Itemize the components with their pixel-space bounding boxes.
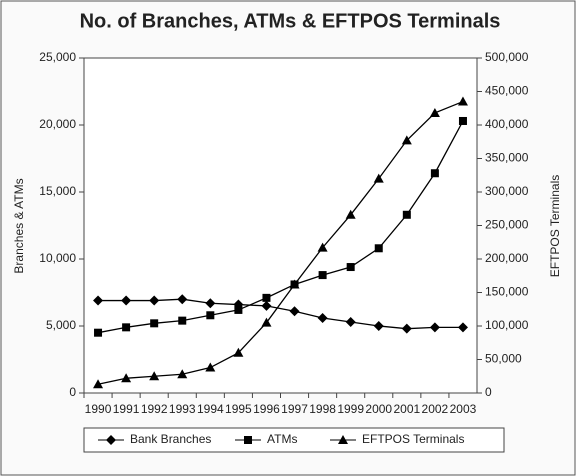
chart-title: No. of Branches, ATMs & EFTPOS Terminals	[80, 10, 501, 32]
series-marker	[373, 173, 384, 183]
series-marker	[289, 279, 300, 289]
series-marker	[457, 96, 468, 106]
y-tick-label: 25,000	[39, 50, 76, 64]
series-marker	[317, 242, 328, 252]
y2-tick-label: 50,000	[485, 352, 522, 366]
series-marker	[458, 116, 467, 125]
x-tick-label: 2003	[450, 402, 477, 416]
legend-marker	[338, 435, 348, 444]
series-marker	[121, 373, 132, 383]
x-tick-label: 1991	[113, 402, 140, 416]
legend-label: Bank Branches	[130, 432, 211, 446]
series-marker	[289, 306, 300, 317]
y2-tick-label: 500,000	[485, 50, 529, 64]
x-tick-label: 1990	[85, 402, 112, 416]
series-marker	[93, 295, 104, 306]
series-marker	[206, 311, 215, 320]
series-marker	[150, 319, 159, 328]
y2-tick-label: 300,000	[485, 184, 529, 198]
series-marker	[345, 316, 356, 327]
y2-tick-label: 0	[485, 385, 492, 399]
series-marker	[94, 328, 103, 337]
y2-tick-label: 100,000	[485, 318, 529, 332]
series-marker	[318, 271, 327, 280]
series-marker	[457, 322, 468, 333]
series-marker	[261, 300, 272, 311]
y2-tick-label: 150,000	[485, 285, 529, 299]
legend-marker	[106, 435, 116, 445]
series-marker	[178, 316, 187, 325]
y-tick-label: 10,000	[39, 251, 76, 265]
legend-marker	[244, 436, 252, 444]
x-tick-label: 2001	[393, 402, 420, 416]
series-marker	[401, 323, 412, 334]
y2-tick-label: 400,000	[485, 117, 529, 131]
legend-box	[83, 427, 505, 453]
x-tick-label: 2000	[365, 402, 392, 416]
x-tick-label: 1998	[309, 402, 336, 416]
series-marker	[205, 362, 216, 372]
legend-label: EFTPOS Terminals	[362, 432, 464, 446]
series-marker	[346, 263, 355, 272]
plot-area	[83, 57, 478, 394]
series-marker	[233, 347, 244, 357]
y2-tick-label: 350,000	[485, 151, 529, 165]
series-marker	[177, 369, 188, 379]
series-line	[97, 100, 464, 385]
y-axis-label: Branches & ATMs	[12, 178, 26, 273]
series-marker	[430, 169, 439, 178]
series-marker	[234, 305, 243, 314]
y-tick-label: 0	[69, 385, 76, 399]
series-marker	[401, 135, 412, 145]
x-tick-label: 1999	[337, 402, 364, 416]
y2-tick-label: 200,000	[485, 251, 529, 265]
series-marker	[122, 323, 131, 332]
series-marker	[373, 321, 384, 331]
y2-axis-label: EFTPOS Terminals	[548, 175, 562, 277]
series-marker	[317, 312, 328, 323]
x-tick-label: 1996	[253, 402, 280, 416]
y2-tick-label: 250,000	[485, 218, 529, 232]
series-marker	[262, 293, 271, 302]
x-tick-label: 1993	[169, 402, 196, 416]
series-marker	[402, 210, 411, 219]
y-tick-label: 15,000	[39, 184, 76, 198]
series-marker	[205, 298, 216, 309]
series-marker	[374, 244, 383, 253]
series-marker	[429, 107, 440, 117]
series-marker	[149, 371, 160, 381]
y2-tick-label: 450,000	[485, 84, 529, 98]
series-marker	[429, 322, 440, 333]
x-tick-label: 1997	[281, 402, 308, 416]
x-tick-label: 1995	[225, 402, 252, 416]
series-marker	[93, 379, 104, 389]
y-tick-label: 5,000	[46, 318, 76, 332]
series-marker	[261, 317, 272, 327]
series-marker	[345, 209, 356, 219]
legend-label: ATMs	[267, 432, 297, 446]
series-marker	[149, 295, 160, 306]
series-marker	[177, 294, 188, 305]
y-tick-label: 20,000	[39, 117, 76, 131]
series-line	[97, 120, 464, 334]
series-marker	[121, 295, 132, 306]
x-tick-label: 2002	[422, 402, 449, 416]
x-tick-label: 1994	[197, 402, 224, 416]
x-tick-label: 1992	[141, 402, 168, 416]
